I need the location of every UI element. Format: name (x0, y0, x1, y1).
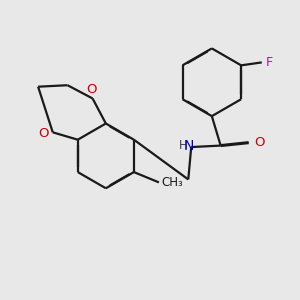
Text: N: N (183, 139, 194, 153)
Text: H: H (179, 139, 188, 152)
Text: O: O (38, 127, 48, 140)
Text: O: O (86, 82, 96, 95)
Text: CH₃: CH₃ (162, 176, 184, 189)
Text: O: O (254, 136, 265, 149)
Text: F: F (266, 56, 273, 69)
